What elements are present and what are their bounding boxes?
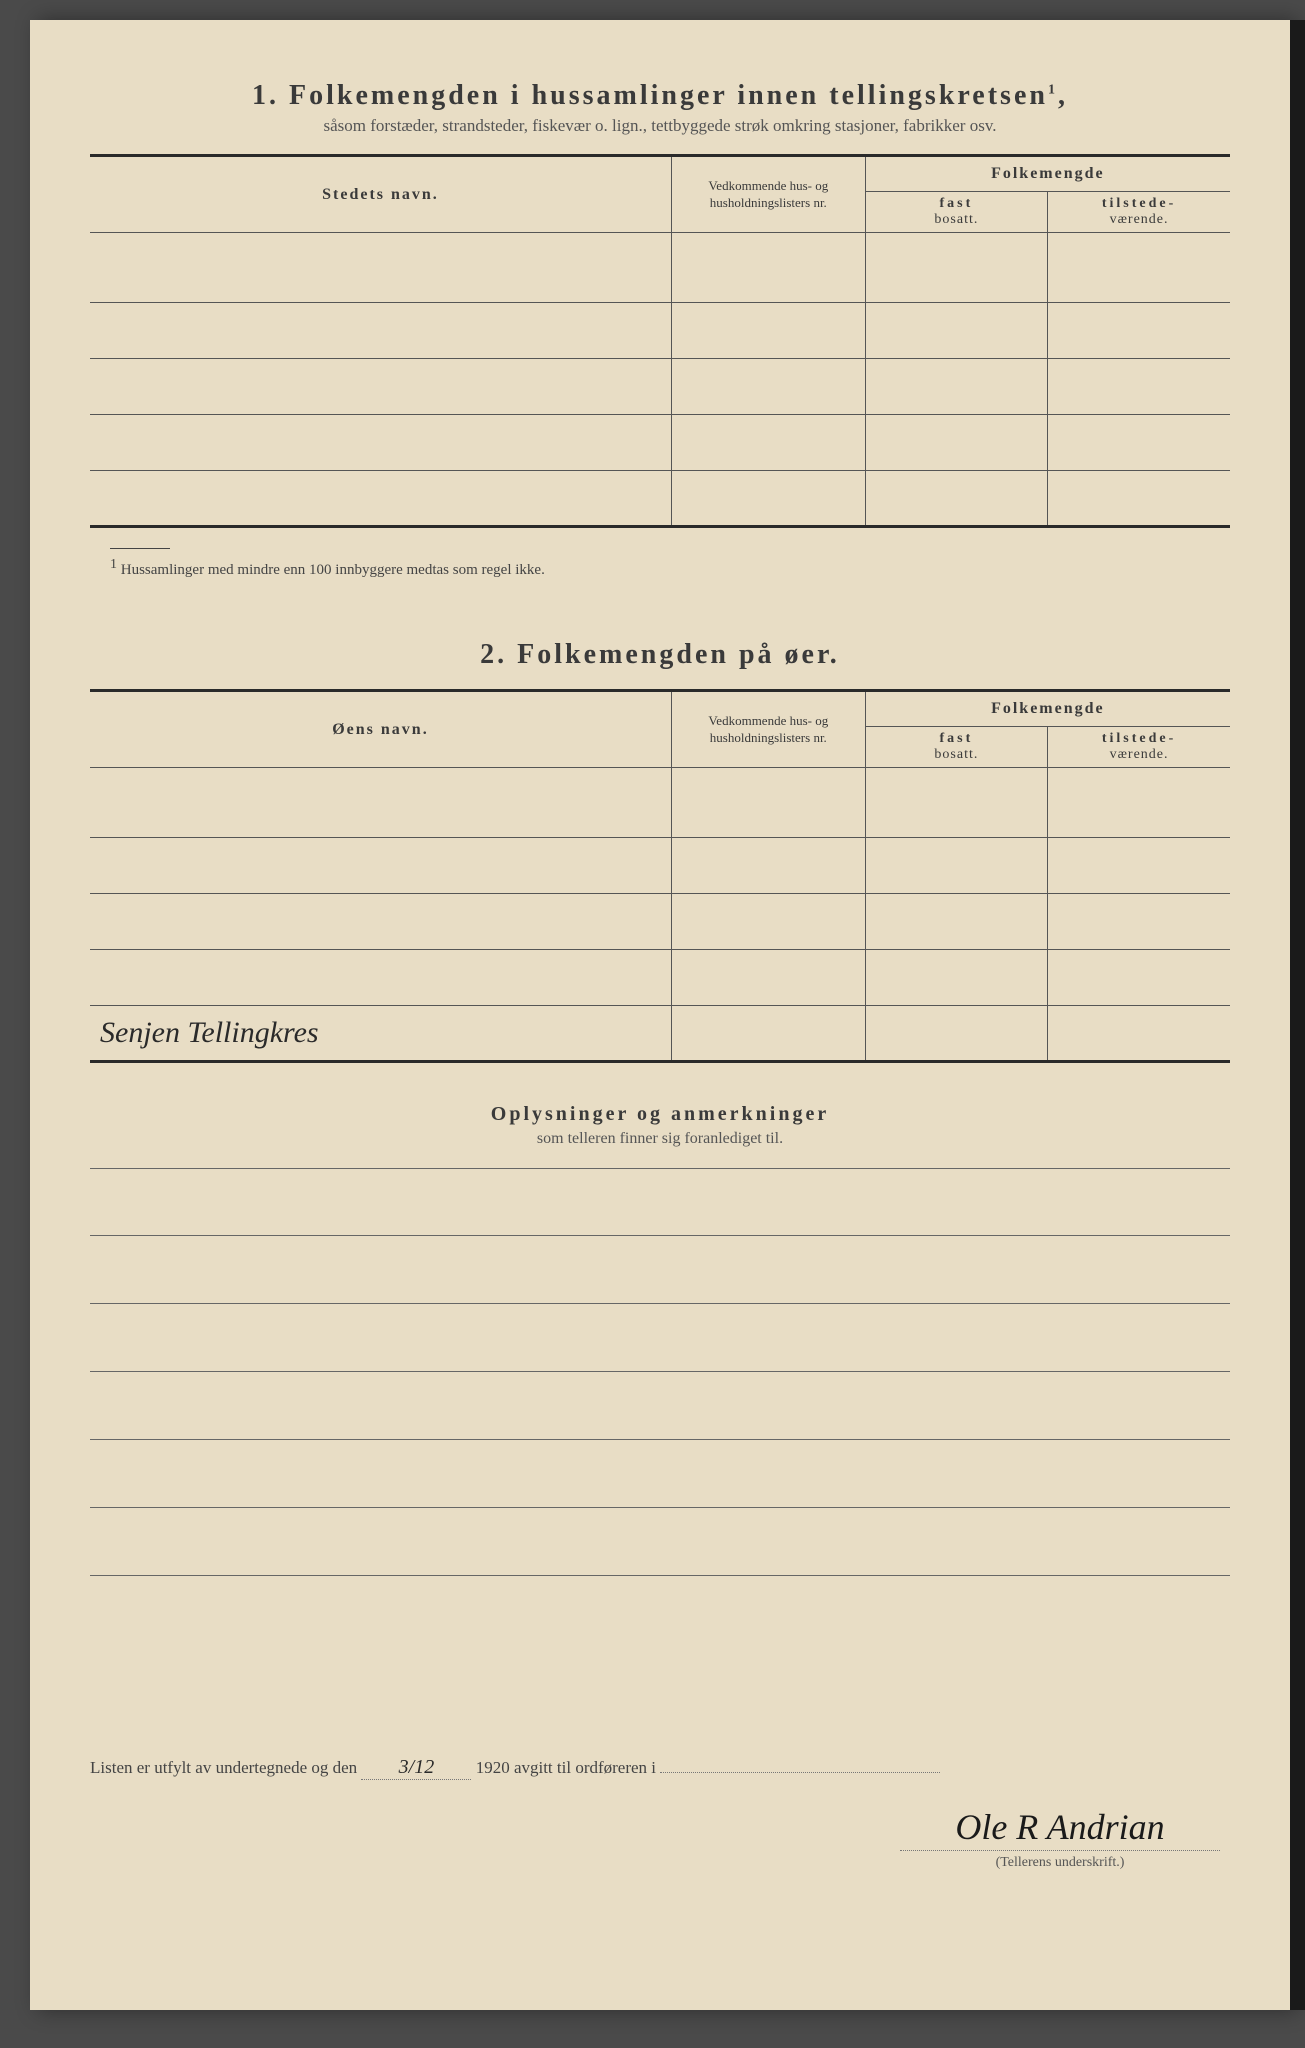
til-bottom: værende. bbox=[1110, 747, 1169, 762]
remarks-line bbox=[90, 1440, 1230, 1508]
table-cell bbox=[865, 1006, 1047, 1062]
table-cell bbox=[865, 303, 1047, 359]
table-cell bbox=[671, 838, 865, 894]
section2-title: 2. Folkemengden på øer. bbox=[90, 639, 1230, 671]
table-cell bbox=[1048, 471, 1230, 527]
footer-year: 1920 bbox=[476, 1758, 510, 1777]
remarks-line bbox=[90, 1372, 1230, 1440]
remarks-line bbox=[90, 1508, 1230, 1576]
footer-prefix: Listen er utfylt av undertegnede og den bbox=[90, 1758, 357, 1777]
table-cell bbox=[1048, 303, 1230, 359]
section1-title-sup: 1 bbox=[1048, 83, 1058, 98]
table-cell bbox=[865, 359, 1047, 415]
table-cell bbox=[90, 838, 671, 894]
footnote-text: Hussamlinger med mindre enn 100 innbygge… bbox=[121, 562, 545, 578]
table-cell bbox=[865, 768, 1047, 838]
table-cell bbox=[865, 471, 1047, 527]
table-cell bbox=[90, 894, 671, 950]
section1-title-text: Folkemengden i hussamlinger innen tellin… bbox=[289, 80, 1048, 111]
page-edge-shadow bbox=[1290, 20, 1305, 2010]
table-cell bbox=[1048, 1006, 1230, 1062]
col-header-fast: fastbosatt. bbox=[865, 192, 1047, 233]
footer-area: Listen er utfylt av undertegnede og den … bbox=[90, 1756, 1230, 1780]
census-form-page: 1. Folkemengden i hussamlinger innen tel… bbox=[30, 20, 1290, 2010]
remarks-title: Oplysninger og anmerkninger bbox=[90, 1103, 1230, 1126]
col-header-name: Stedets navn. bbox=[90, 156, 671, 233]
fast-bottom: bosatt. bbox=[934, 212, 978, 227]
table-cell bbox=[90, 303, 671, 359]
col-header-folkemengde: Folkemengde bbox=[865, 156, 1230, 192]
table-cell bbox=[865, 233, 1047, 303]
fast-top: fast bbox=[940, 731, 974, 746]
table-cell bbox=[671, 415, 865, 471]
table-cell-handwritten: Senjen Tellingkres bbox=[90, 1006, 671, 1062]
section2-number: 2. bbox=[480, 639, 507, 670]
footnote-rule bbox=[110, 548, 170, 549]
section2-tbody: Senjen Tellingkres bbox=[90, 768, 1230, 1062]
col-header-lists: Vedkommende hus- og husholdningslisters … bbox=[671, 691, 865, 768]
table-cell bbox=[671, 359, 865, 415]
til-top: tilstede- bbox=[1102, 196, 1176, 211]
table-cell bbox=[865, 415, 1047, 471]
section1-table: Stedets navn. Vedkommende hus- og hushol… bbox=[90, 154, 1230, 528]
footer-date-value: 3/12 bbox=[361, 1756, 471, 1780]
til-top: tilstede- bbox=[1102, 731, 1176, 746]
col-header-tilstede: tilstede-værende. bbox=[1048, 727, 1230, 768]
section1-subtitle: såsom forstæder, strandsteder, fiskevær … bbox=[90, 116, 1230, 136]
table-cell bbox=[671, 471, 865, 527]
remarks-lined-area bbox=[90, 1168, 1230, 1576]
remarks-line bbox=[90, 1168, 1230, 1236]
remarks-line bbox=[90, 1236, 1230, 1304]
section2-title-text: Folkemengden på øer. bbox=[517, 639, 840, 670]
signature-block: Ole R Andrian (Tellerens underskrift.) bbox=[900, 1806, 1220, 1871]
table-cell bbox=[1048, 359, 1230, 415]
fast-bottom: bosatt. bbox=[934, 747, 978, 762]
section1-title-suffix: , bbox=[1058, 80, 1068, 111]
remarks-subtitle: som telleren finner sig foranlediget til… bbox=[90, 1130, 1230, 1148]
section1-footnote: 1 Hussamlinger med mindre enn 100 innbyg… bbox=[90, 540, 1230, 579]
section1-number: 1. bbox=[252, 80, 279, 111]
table-cell bbox=[1048, 950, 1230, 1006]
footer-ordforer-blank bbox=[660, 1772, 940, 1773]
table-cell bbox=[90, 950, 671, 1006]
table-cell bbox=[671, 1006, 865, 1062]
table-cell bbox=[865, 894, 1047, 950]
table-cell bbox=[1048, 233, 1230, 303]
col-header-lists: Vedkommende hus- og husholdningslisters … bbox=[671, 156, 865, 233]
table-cell bbox=[90, 359, 671, 415]
til-bottom: værende. bbox=[1110, 212, 1169, 227]
col-header-name: Øens navn. bbox=[90, 691, 671, 768]
col-header-fast: fastbosatt. bbox=[865, 727, 1047, 768]
section2-table: Øens navn. Vedkommende hus- og husholdni… bbox=[90, 689, 1230, 1063]
table-cell bbox=[865, 838, 1047, 894]
table-cell bbox=[671, 768, 865, 838]
table-cell bbox=[1048, 768, 1230, 838]
footer-suffix: avgitt til ordføreren i bbox=[514, 1758, 656, 1777]
table-cell bbox=[90, 768, 671, 838]
table-cell bbox=[671, 303, 865, 359]
table-cell bbox=[90, 471, 671, 527]
table-cell bbox=[1048, 894, 1230, 950]
table-cell bbox=[671, 894, 865, 950]
signature-caption: (Tellerens underskrift.) bbox=[900, 1855, 1220, 1871]
table-cell bbox=[671, 950, 865, 1006]
footer-line: Listen er utfylt av undertegnede og den … bbox=[90, 1756, 1230, 1780]
section1-tbody bbox=[90, 233, 1230, 527]
table-cell bbox=[1048, 838, 1230, 894]
fast-top: fast bbox=[940, 196, 974, 211]
table-cell bbox=[90, 415, 671, 471]
table-cell bbox=[671, 233, 865, 303]
col-header-tilstede: tilstede-værende. bbox=[1048, 192, 1230, 233]
section1-title: 1. Folkemengden i hussamlinger innen tel… bbox=[90, 80, 1230, 112]
remarks-line bbox=[90, 1304, 1230, 1372]
table-cell bbox=[1048, 415, 1230, 471]
signature-handwritten: Ole R Andrian bbox=[900, 1806, 1220, 1851]
table-cell bbox=[90, 233, 671, 303]
col-header-folkemengde: Folkemengde bbox=[865, 691, 1230, 727]
footnote-marker: 1 bbox=[110, 557, 117, 572]
table-cell bbox=[865, 950, 1047, 1006]
